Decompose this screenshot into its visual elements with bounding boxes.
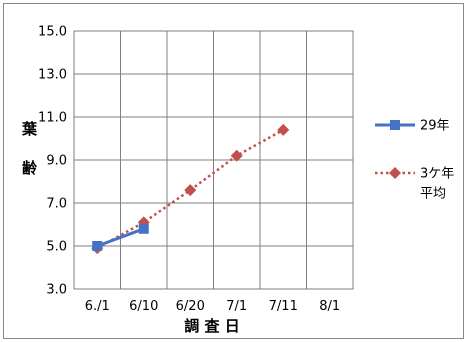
series-current-year (92, 223, 149, 251)
y-tick-label: 5.0 (46, 240, 67, 255)
y-axis-title-char-2: 齢 (22, 159, 38, 177)
y-tick-labels: 3.0 5.0 7.0 9.0 11.0 13.0 15.0 (38, 25, 67, 298)
legend-label: 29年 (420, 119, 450, 134)
series-marker-diamond (389, 167, 401, 179)
legend: 29年 3ケ年平均 (375, 119, 454, 202)
series-marker-square (138, 223, 149, 234)
x-tick-label: 6/10 (129, 299, 158, 314)
series-marker-square (92, 241, 103, 251)
series-marker-diamond (184, 184, 197, 197)
series-marker-diamond (230, 149, 243, 162)
y-tick-label: 15.0 (38, 25, 67, 40)
series-marker-diamond (277, 123, 290, 136)
y-tick-label: 7.0 (46, 197, 67, 212)
x-tick-labels: 6./1 6/10 6/20 7/1 7/11 8/1 (85, 299, 340, 314)
x-tick-label: 8/1 (319, 299, 340, 314)
series-line (96, 227, 145, 248)
x-axis-title: 調 査 日 (184, 317, 239, 335)
y-tick-label: 11.0 (38, 111, 67, 126)
y-tick-label: 9.0 (46, 154, 67, 169)
x-tick-label: 7/1 (226, 299, 247, 314)
y-axis-title-char-1: 葉 (21, 120, 38, 138)
series-marker-square (390, 120, 400, 130)
x-tick-label: 6./1 (85, 299, 110, 314)
series-layer (91, 123, 290, 255)
series-line (96, 128, 284, 250)
legend-label: 3ケ年平均 (420, 167, 454, 202)
y-tick-label: 13.0 (38, 68, 67, 83)
x-tick-label: 7/11 (269, 299, 298, 314)
y-tick-label: 3.0 (46, 283, 67, 298)
gridlines (73, 30, 354, 290)
x-tick-label: 6/20 (176, 299, 205, 314)
